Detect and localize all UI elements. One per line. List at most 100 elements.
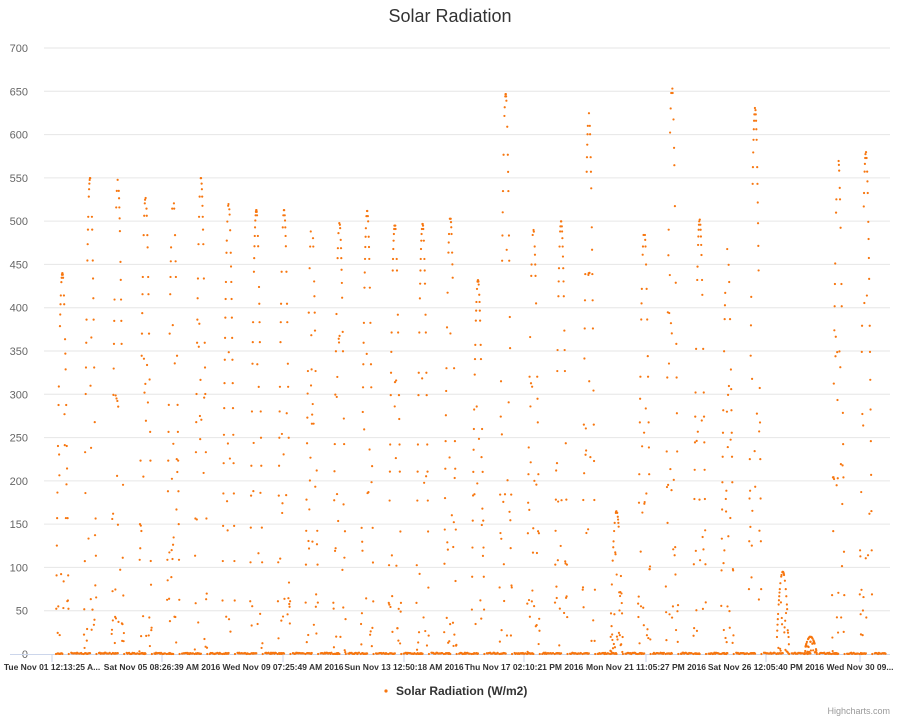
data-point[interactable] [865,294,868,297]
data-point[interactable] [475,300,478,304]
data-point[interactable] [863,170,866,173]
data-point[interactable] [534,263,537,266]
data-point[interactable] [535,623,538,627]
data-point[interactable] [119,260,122,264]
data-point[interactable] [203,366,207,369]
data-point[interactable] [837,159,840,163]
data-point[interactable] [335,635,338,638]
data-point[interactable] [222,492,225,495]
data-point[interactable] [866,191,869,195]
data-point[interactable] [475,405,478,408]
data-point[interactable] [56,517,59,520]
data-point[interactable] [609,652,612,656]
data-point[interactable] [195,341,199,344]
data-point[interactable] [621,652,625,656]
data-point[interactable] [89,176,92,180]
data-point[interactable] [532,652,535,656]
data-point[interactable] [589,156,592,159]
data-point[interactable] [784,611,788,615]
data-point[interactable] [229,229,232,232]
data-point[interactable] [280,619,283,622]
data-point[interactable] [555,461,559,465]
data-point[interactable] [859,613,862,616]
data-point[interactable] [288,602,291,606]
data-point[interactable] [65,483,68,486]
data-point[interactable] [671,605,675,608]
data-point[interactable] [251,605,254,608]
data-point[interactable] [639,550,642,553]
data-point[interactable] [286,613,289,616]
data-point[interactable] [579,651,582,655]
data-point[interactable] [253,245,256,248]
data-point[interactable] [645,634,649,637]
data-point[interactable] [358,651,361,654]
data-point[interactable] [471,546,474,549]
data-point[interactable] [664,652,667,656]
data-point[interactable] [780,573,783,577]
data-point[interactable] [757,269,760,272]
data-point[interactable] [649,638,652,641]
data-point[interactable] [499,493,502,496]
data-point[interactable] [673,205,677,208]
data-point[interactable] [146,401,149,404]
data-point[interactable] [200,418,203,421]
data-point[interactable] [93,618,96,621]
data-point[interactable] [724,291,727,294]
data-point[interactable] [67,652,70,656]
data-point[interactable] [699,235,703,238]
data-point[interactable] [398,417,401,421]
data-point[interactable] [362,363,365,366]
data-point[interactable] [113,319,116,322]
data-point[interactable] [387,601,390,604]
data-point[interactable] [175,508,178,511]
data-point[interactable] [426,443,429,446]
data-point[interactable] [344,652,347,656]
data-point[interactable] [112,367,115,370]
data-point[interactable] [58,474,61,477]
data-point[interactable] [166,579,169,582]
data-point[interactable] [283,209,286,212]
data-point[interactable] [591,272,594,276]
data-point[interactable] [637,615,640,619]
data-point[interactable] [672,548,675,551]
data-point[interactable] [751,182,754,185]
data-point[interactable] [611,633,614,636]
data-point[interactable] [119,298,123,301]
data-point[interactable] [231,407,235,410]
data-point[interactable] [144,382,147,385]
data-point[interactable] [424,629,427,633]
data-point[interactable] [635,652,638,656]
data-point[interactable] [532,228,535,232]
data-point[interactable] [66,517,69,520]
data-point[interactable] [413,652,416,655]
data-point[interactable] [94,517,97,520]
data-point[interactable] [258,341,261,344]
data-point[interactable] [723,318,726,321]
data-point[interactable] [172,652,175,656]
data-point[interactable] [868,512,871,515]
data-point[interactable] [194,554,197,557]
data-point[interactable] [341,330,344,333]
data-point[interactable] [60,573,63,576]
data-point[interactable] [648,568,651,571]
data-point[interactable] [387,652,390,656]
data-point[interactable] [534,302,538,305]
data-point[interactable] [394,456,397,460]
data-point[interactable] [473,357,477,361]
data-point[interactable] [64,368,67,371]
data-point[interactable] [391,595,394,598]
data-point[interactable] [864,652,867,655]
data-point[interactable] [696,430,699,433]
data-point[interactable] [479,319,482,322]
data-point[interactable] [778,595,781,598]
data-point[interactable] [338,652,341,656]
data-point[interactable] [449,652,452,656]
data-point[interactable] [249,561,252,564]
data-point[interactable] [858,549,862,552]
data-point[interactable] [698,220,701,223]
data-point[interactable] [532,230,535,233]
data-point[interactable] [61,652,64,655]
data-point[interactable] [453,440,457,443]
data-point[interactable] [498,586,501,589]
data-point[interactable] [586,143,589,146]
